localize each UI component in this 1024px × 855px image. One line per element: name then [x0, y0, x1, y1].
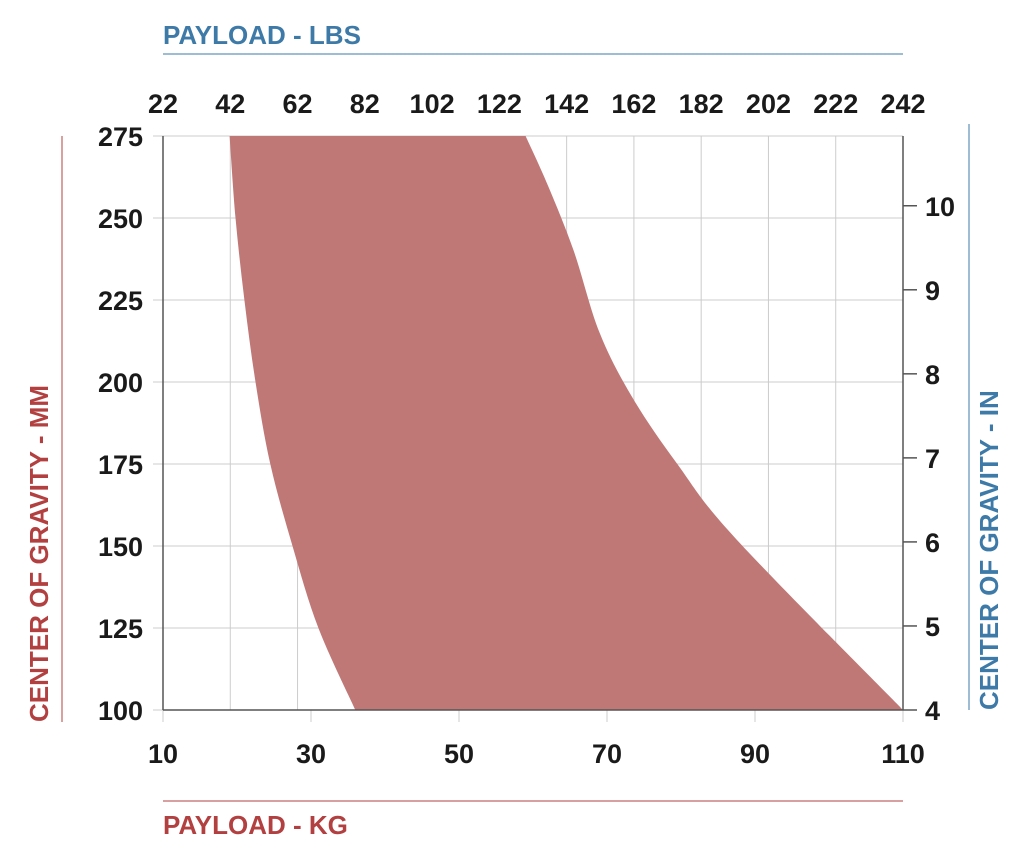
lbs-tick-label: 162 — [611, 89, 656, 119]
kg-tick-label: 110 — [881, 739, 925, 769]
in-tick-label: 10 — [925, 192, 955, 222]
y-left-axis-title: CENTER OF GRAVITY - MM — [24, 385, 54, 722]
in-tick-label: 7 — [925, 444, 940, 474]
mm-tick-label: 150 — [98, 532, 143, 562]
in-tick-label: 6 — [925, 528, 940, 558]
lbs-tick-label: 202 — [746, 89, 791, 119]
lbs-tick-label: 102 — [410, 89, 455, 119]
lbs-tick-label: 22 — [148, 89, 178, 119]
mm-tick-label: 200 — [98, 368, 143, 398]
mm-tick-labels: 100 125 150 175 200 225 250 275 — [98, 122, 143, 726]
x-bottom-axis-title: PAYLOAD - KG — [163, 810, 348, 840]
kg-tick-label: 30 — [296, 739, 326, 769]
mm-tick-label: 275 — [98, 122, 143, 152]
lbs-tick-label: 82 — [350, 89, 380, 119]
in-tick-label: 8 — [925, 360, 940, 390]
lbs-tick-label: 222 — [813, 89, 858, 119]
kg-tick-label: 90 — [740, 739, 770, 769]
lbs-tick-label: 142 — [544, 89, 589, 119]
x-top-axis-title: PAYLOAD - LBS — [163, 20, 361, 50]
kg-tick-label: 70 — [592, 739, 622, 769]
in-tick-labels: 4 5 6 7 8 9 10 — [925, 192, 955, 726]
in-tick-label: 9 — [925, 276, 940, 306]
mm-tick-label: 125 — [98, 614, 143, 644]
lbs-tick-label: 122 — [477, 89, 522, 119]
kg-tick-labels: 10 30 50 70 90 110 — [148, 739, 925, 769]
mm-tick-label: 100 — [98, 696, 143, 726]
lbs-tick-label: 62 — [283, 89, 313, 119]
y-right-axis-title: CENTER OF GRAVITY - IN — [974, 390, 1004, 710]
mm-tick-label: 250 — [98, 204, 143, 234]
axis-frame — [162, 136, 917, 711]
lbs-tick-label: 42 — [215, 89, 245, 119]
lbs-tick-label: 242 — [880, 89, 925, 119]
kg-tick-label: 10 — [148, 739, 178, 769]
mm-tick-label: 225 — [98, 286, 143, 316]
operating-envelope-area — [229, 136, 904, 710]
kg-tick-label: 50 — [444, 739, 474, 769]
lbs-tick-label: 182 — [679, 89, 724, 119]
lbs-tick-labels: 22 42 62 82 102 122 142 162 182 202 222 242 — [148, 89, 926, 119]
in-tick-label: 4 — [925, 696, 940, 726]
in-tick-label: 5 — [925, 612, 940, 642]
mm-tick-label: 175 — [98, 450, 143, 480]
operating-region — [229, 136, 904, 710]
